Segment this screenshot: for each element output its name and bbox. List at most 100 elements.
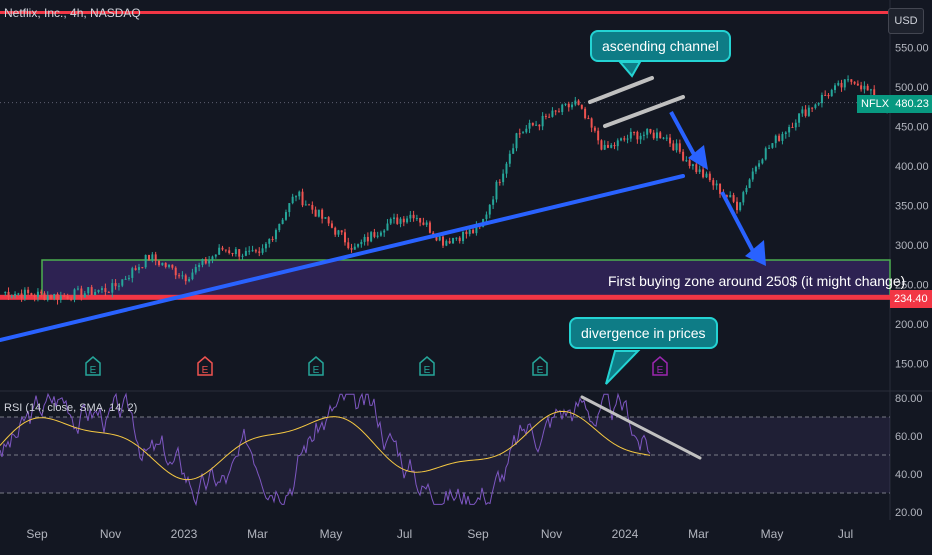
earnings-marker-label: E	[202, 365, 209, 376]
candle-body	[194, 267, 197, 273]
rsi-tick-label: 60.00	[895, 431, 923, 443]
candle-body	[360, 241, 363, 245]
earnings-marker	[308, 356, 324, 376]
x-tick-label: Mar	[247, 527, 268, 541]
candle-body	[495, 181, 498, 200]
candle-body	[50, 295, 52, 299]
candle-body	[580, 104, 583, 109]
currency-button[interactable]: USD	[888, 8, 924, 34]
candle-body	[264, 243, 267, 249]
candle-body	[261, 248, 264, 253]
candle-body	[370, 232, 373, 242]
candle-body	[774, 135, 777, 144]
rsi-line	[0, 392, 651, 507]
candle-body	[781, 134, 784, 141]
candle-body	[314, 209, 317, 217]
x-tick-label: Jul	[838, 527, 853, 541]
candle-body	[241, 255, 244, 257]
candle-body	[7, 291, 10, 298]
candle-body	[121, 279, 124, 286]
candle-body	[498, 181, 501, 183]
candle-body	[606, 144, 609, 148]
candle-body	[268, 239, 271, 244]
candle-body	[353, 246, 356, 250]
candle-body	[127, 277, 130, 279]
candle-body	[344, 232, 346, 243]
support-line	[0, 294, 890, 300]
candle-body	[633, 131, 636, 133]
candle-body	[158, 260, 161, 266]
candle-body	[764, 148, 767, 160]
candle-body	[83, 293, 86, 298]
candle-body	[304, 204, 307, 206]
candle-body	[811, 107, 814, 109]
candle-body	[214, 254, 217, 257]
candle-body	[649, 128, 652, 133]
candle-body	[672, 143, 675, 151]
candle-body	[685, 160, 688, 162]
candle-body	[90, 287, 93, 296]
candle-body	[784, 132, 787, 135]
candle-body	[695, 164, 698, 172]
rsi-tick-label: 40.00	[895, 469, 923, 481]
candle-body	[850, 79, 853, 82]
candle-body	[301, 191, 304, 206]
candle-body	[554, 110, 557, 112]
candle-body	[655, 132, 658, 139]
candle-body	[104, 288, 107, 292]
candle-body	[567, 103, 570, 108]
candle-body	[208, 259, 211, 264]
candle-body	[317, 209, 320, 217]
candle-body	[623, 138, 626, 140]
candle-body	[571, 104, 574, 108]
candle-body	[164, 262, 167, 267]
candle-body	[94, 291, 97, 296]
candle-body	[399, 218, 402, 224]
candle-body	[847, 79, 850, 81]
candle-body	[231, 252, 234, 255]
trend-line	[0, 174, 685, 342]
candle-body	[419, 218, 422, 223]
price-tick-label: 200.00	[895, 319, 929, 331]
candle-body	[174, 267, 177, 276]
candle-body	[682, 151, 685, 161]
candle-body	[218, 247, 221, 255]
candle-body	[768, 147, 771, 149]
candle-body	[771, 143, 774, 148]
candle-body	[840, 82, 843, 88]
candle-body	[324, 217, 327, 219]
earnings-marker-label: E	[90, 365, 97, 376]
earnings-marker-label: E	[537, 365, 544, 376]
candle-body	[53, 294, 56, 299]
candle-body	[468, 229, 471, 235]
candle-body	[30, 293, 33, 296]
candle-body	[807, 107, 810, 116]
candle-body	[748, 179, 751, 188]
candle-body	[171, 264, 174, 268]
candle-body	[600, 140, 603, 150]
x-tick-label: May	[761, 527, 784, 541]
candle-body	[161, 262, 164, 266]
candle-body	[522, 132, 525, 134]
candle-body	[669, 137, 672, 144]
candle-body	[863, 85, 866, 90]
candle-body	[745, 187, 748, 193]
candle-body	[228, 250, 231, 253]
candle-body	[56, 294, 59, 300]
candle-body	[281, 219, 284, 224]
candle-body	[512, 148, 515, 154]
candle-body	[402, 218, 405, 223]
candle-body	[327, 217, 330, 224]
chart-legend: Netflix, Inc., 4h, NASDAQ	[4, 6, 141, 20]
candle-body	[610, 145, 613, 148]
candle-body	[629, 131, 632, 139]
rsi-tick-label: 20.00	[895, 507, 923, 519]
candle-body	[366, 236, 369, 242]
candle-body	[14, 293, 17, 296]
candle-body	[708, 173, 711, 181]
candle-body	[725, 195, 728, 198]
candle-body	[455, 237, 458, 239]
x-tick-label: Jul	[397, 527, 412, 541]
